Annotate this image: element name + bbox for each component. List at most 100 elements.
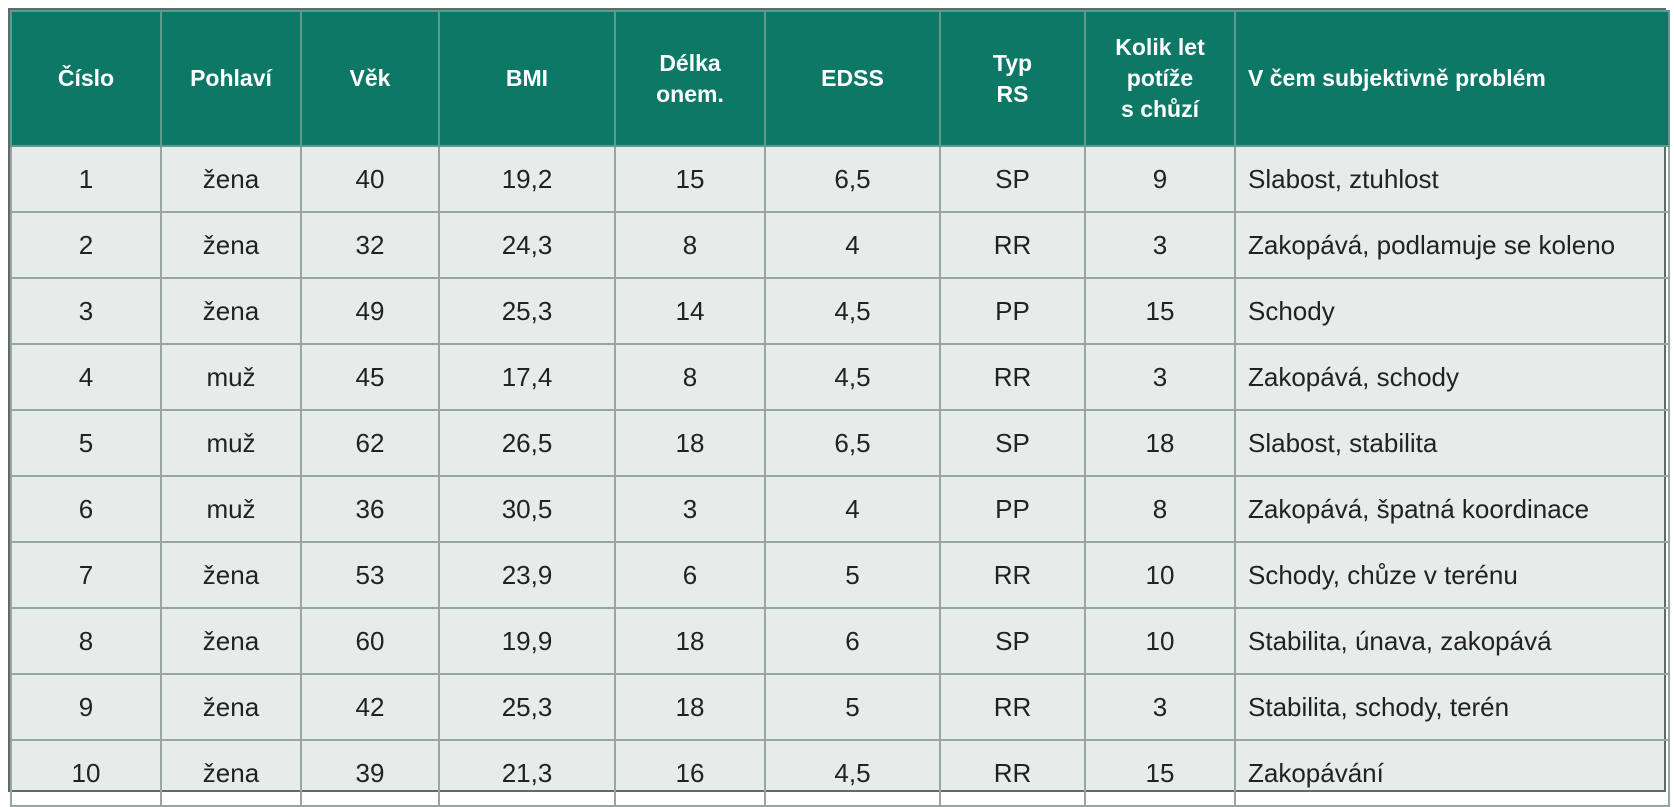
header-line: s chůzí [1121, 96, 1199, 122]
header-pohlavi: Pohlaví [160, 10, 302, 147]
cell-pohlavi: žena [160, 277, 302, 345]
cell-typ-rs: RR [939, 673, 1086, 741]
cell-problem: Schody [1234, 277, 1670, 345]
cell-pohlavi: žena [160, 541, 302, 609]
cell-vek: 60 [300, 607, 440, 675]
header-line: onem. [656, 80, 724, 107]
cell-bmi: 24,3 [438, 211, 616, 279]
header-line: Typ [992, 49, 1033, 76]
header-edss: EDSS [764, 10, 941, 147]
header-cislo: Číslo [10, 10, 162, 147]
header-vek: Věk [300, 10, 440, 147]
cell-edss: 4 [764, 211, 941, 279]
header-line: Kolik let [1115, 34, 1205, 60]
cell-delka-onem: 6 [614, 541, 766, 609]
header-line: V čem subjektivně problém [1248, 65, 1546, 91]
header-line: Věk [349, 65, 391, 91]
table-row: 10 žena 39 21,3 16 4,5 RR 15 Zakopávání [10, 739, 1670, 807]
header-line: Číslo [57, 65, 115, 91]
header-kolik-let: Kolik let potíže s chůzí [1084, 10, 1236, 147]
cell-vek: 45 [300, 343, 440, 411]
cell-delka-onem: 16 [614, 739, 766, 807]
cell-cislo: 8 [10, 607, 162, 675]
cell-problem: Zakopává, podlamuje se koleno [1234, 211, 1670, 279]
table-row: 6 muž 36 30,5 3 4 PP 8 Zakopává, špatná koordina… [10, 475, 1670, 543]
cell-bmi: 19,2 [438, 145, 616, 213]
cell-bmi: 30,5 [438, 475, 616, 543]
cell-problem: Stabilita, únava, zakopává [1234, 607, 1670, 675]
cell-typ-rs: SP [939, 145, 1086, 213]
cell-kolik-let: 15 [1084, 739, 1236, 807]
cell-bmi: 17,4 [438, 343, 616, 411]
cell-delka-onem: 8 [614, 211, 766, 279]
cell-problem: Stabilita, schody, terén [1234, 673, 1670, 741]
header-line: potíže [1126, 65, 1194, 91]
cell-kolik-let: 8 [1084, 475, 1236, 543]
cell-edss: 6 [764, 607, 941, 675]
cell-delka-onem: 8 [614, 343, 766, 411]
cell-edss: 5 [764, 673, 941, 741]
cell-pohlavi: žena [160, 607, 302, 675]
header-problem: V čem subjektivně problém [1234, 10, 1670, 147]
table-row: 9 žena 42 25,3 18 5 RR 3 Stabilita, schody, teré… [10, 673, 1670, 741]
header-line: EDSS [821, 65, 884, 91]
cell-edss: 4,5 [764, 343, 941, 411]
cell-bmi: 23,9 [438, 541, 616, 609]
cell-vek: 42 [300, 673, 440, 741]
header-row: Číslo Pohlaví Věk BMI Délka onem. EDSS Typ RS Kol… [10, 10, 1670, 147]
header-line: RS [996, 80, 1029, 107]
cell-delka-onem: 3 [614, 475, 766, 543]
cell-typ-rs: SP [939, 607, 1086, 675]
cell-delka-onem: 15 [614, 145, 766, 213]
cell-problem: Zakopává, schody [1234, 343, 1670, 411]
cell-edss: 6,5 [764, 409, 941, 477]
cell-delka-onem: 18 [614, 673, 766, 741]
cell-typ-rs: PP [939, 277, 1086, 345]
cell-cislo: 10 [10, 739, 162, 807]
table-row: 1 žena 40 19,2 15 6,5 SP 9 Slabost, ztuhlost [10, 145, 1670, 213]
cell-bmi: 25,3 [438, 673, 616, 741]
table-header: Číslo Pohlaví Věk BMI Délka onem. EDSS Typ RS Kol… [10, 10, 1670, 147]
header-line: Délka [659, 49, 721, 76]
table-body: 1 žena 40 19,2 15 6,5 SP 9 Slabost, ztuhlost 2 žen… [10, 145, 1670, 807]
patient-table-container: Číslo Pohlaví Věk BMI Délka onem. EDSS Typ RS Kol… [8, 8, 1670, 807]
table-row: 7 žena 53 23,9 6 5 RR 10 Schody, chůze v terénu [10, 541, 1670, 609]
cell-cislo: 9 [10, 673, 162, 741]
cell-problem: Slabost, ztuhlost [1234, 145, 1670, 213]
header-typ-rs: Typ RS [939, 10, 1086, 147]
cell-cislo: 3 [10, 277, 162, 345]
cell-delka-onem: 18 [614, 607, 766, 675]
cell-edss: 4 [764, 475, 941, 543]
cell-vek: 40 [300, 145, 440, 213]
table-row: 3 žena 49 25,3 14 4,5 PP 15 Schody [10, 277, 1670, 345]
cell-edss: 4,5 [764, 277, 941, 345]
cell-vek: 32 [300, 211, 440, 279]
cell-kolik-let: 10 [1084, 607, 1236, 675]
table-row: 8 žena 60 19,9 18 6 SP 10 Stabilita, únava, zako… [10, 607, 1670, 675]
cell-cislo: 4 [10, 343, 162, 411]
cell-pohlavi: muž [160, 343, 302, 411]
cell-problem: Zakopávání [1234, 739, 1670, 807]
cell-typ-rs: PP [939, 475, 1086, 543]
cell-delka-onem: 18 [614, 409, 766, 477]
cell-typ-rs: RR [939, 343, 1086, 411]
cell-bmi: 19,9 [438, 607, 616, 675]
cell-kolik-let: 18 [1084, 409, 1236, 477]
cell-problem: Slabost, stabilita [1234, 409, 1670, 477]
cell-pohlavi: žena [160, 673, 302, 741]
header-line: BMI [505, 65, 549, 91]
cell-cislo: 2 [10, 211, 162, 279]
cell-cislo: 5 [10, 409, 162, 477]
cell-bmi: 25,3 [438, 277, 616, 345]
cell-edss: 6,5 [764, 145, 941, 213]
table-row: 5 muž 62 26,5 18 6,5 SP 18 Slabost, stabilita [10, 409, 1670, 477]
cell-vek: 49 [300, 277, 440, 345]
patient-table: Číslo Pohlaví Věk BMI Délka onem. EDSS Typ RS Kol… [10, 10, 1670, 807]
cell-edss: 4,5 [764, 739, 941, 807]
cell-typ-rs: SP [939, 409, 1086, 477]
cell-pohlavi: žena [160, 211, 302, 279]
cell-bmi: 21,3 [438, 739, 616, 807]
cell-kolik-let: 15 [1084, 277, 1236, 345]
cell-vek: 39 [300, 739, 440, 807]
cell-cislo: 1 [10, 145, 162, 213]
